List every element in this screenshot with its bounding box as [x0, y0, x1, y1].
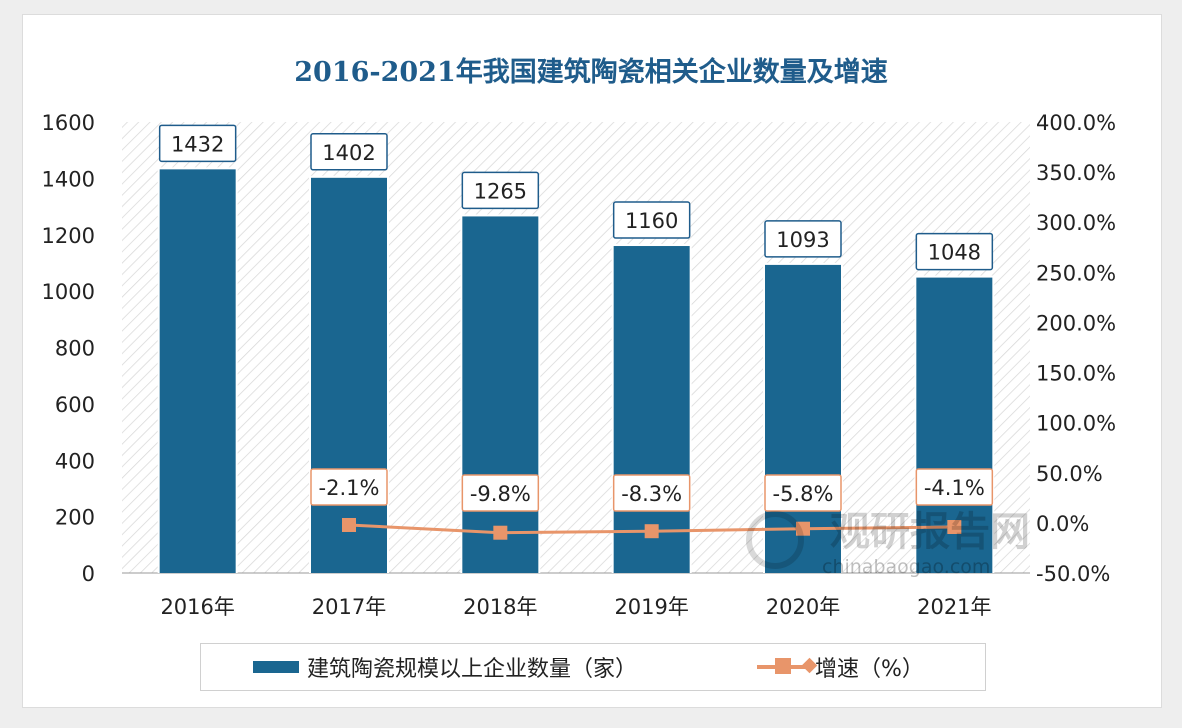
line-data-label-box	[915, 468, 994, 506]
chart-title: 2016-2021年我国建筑陶瓷相关企业数量及增速	[294, 57, 888, 88]
legend-item-bar: 建筑陶瓷规模以上企业数量（家）	[201, 651, 637, 683]
growth-marker	[796, 521, 810, 536]
growth-marker	[342, 517, 356, 532]
y-right-tick-label: 400.0%	[1036, 111, 1116, 135]
bar-data-label: 1048	[928, 241, 981, 265]
y-right-tick-label: 0.0%	[1036, 512, 1089, 536]
growth-marker	[644, 524, 659, 539]
bar	[462, 216, 539, 573]
bar-data-label: 1160	[625, 209, 678, 233]
bar-data-label: 1402	[322, 141, 375, 165]
legend-swatch-bar	[253, 661, 299, 673]
x-tick-label: 2021年	[917, 595, 991, 619]
bar-data-label-box	[158, 124, 237, 163]
x-tick-label: 2017年	[312, 595, 386, 619]
y-left-tick-label: 800	[55, 337, 95, 361]
bar	[311, 177, 387, 573]
line-data-label: -4.1%	[924, 476, 985, 500]
line-data-label-box	[612, 474, 691, 512]
bar-data-label-box	[915, 232, 994, 271]
plot-background	[122, 122, 1030, 573]
x-tick-label: 2016年	[160, 595, 234, 619]
watermark-name: 观研报告网	[830, 509, 1030, 555]
bar	[159, 169, 236, 574]
y-left-tick-label: 200	[55, 506, 95, 530]
legend-item-line: 增速（%）	[637, 651, 924, 683]
y-left-tick-label: 400	[55, 449, 95, 473]
y-right-tick-label: 250.0%	[1036, 261, 1116, 285]
x-tick-label: 2018年	[463, 595, 537, 619]
y-left-tick-label: 1400	[42, 167, 95, 191]
bar-data-label-box	[461, 171, 540, 210]
y-left-tick-label: 1000	[42, 280, 95, 304]
line-data-label: -5.8%	[773, 482, 834, 506]
y-left-tick-label: 600	[55, 393, 95, 417]
x-tick-label: 2019年	[614, 595, 688, 619]
y-left-tick-label: 1200	[42, 224, 95, 248]
bar-data-label-box	[764, 220, 842, 258]
legend-label: 增速（%）	[815, 657, 924, 682]
y-right-tick-label: 200.0%	[1036, 311, 1116, 335]
legend-label: 建筑陶瓷规模以上企业数量（家）	[307, 657, 638, 682]
y-right-tick-label: 150.0%	[1036, 362, 1116, 386]
bar	[765, 264, 841, 573]
line-data-label-box	[461, 474, 540, 512]
bar-data-label: 1093	[776, 228, 829, 252]
growth-marker	[947, 519, 962, 534]
bar-data-label: 1265	[474, 179, 527, 203]
bar-data-label-box	[612, 201, 691, 239]
y-right-tick-label: -50.0%	[1036, 562, 1110, 586]
legend-swatch-line	[757, 657, 818, 674]
y-left-tick-label: 0	[82, 562, 95, 586]
y-left-tick-label: 1600	[42, 111, 95, 135]
legend: 建筑陶瓷规模以上企业数量（家） 增速（%）	[200, 643, 986, 691]
x-tick-label: 2020年	[766, 595, 840, 619]
bar-data-label-box	[310, 133, 388, 171]
y-right-tick-label: 50.0%	[1036, 462, 1103, 486]
line-data-label-box	[764, 474, 842, 512]
growth-marker	[493, 525, 508, 540]
y-right-tick-label: 100.0%	[1036, 412, 1116, 436]
y-right-tick-label: 350.0%	[1036, 161, 1116, 185]
watermark-logo-icon	[746, 511, 804, 569]
line-data-label: -8.3%	[621, 482, 682, 506]
bar	[613, 246, 690, 573]
line-data-label-box	[310, 468, 388, 506]
y-right-tick-label: 300.0%	[1036, 211, 1116, 235]
bar-data-label: 1432	[171, 132, 224, 156]
watermark-url: chinabaogao.com	[822, 556, 990, 578]
line-data-label: -9.8%	[470, 482, 531, 506]
line-data-label: -2.1%	[319, 476, 380, 500]
